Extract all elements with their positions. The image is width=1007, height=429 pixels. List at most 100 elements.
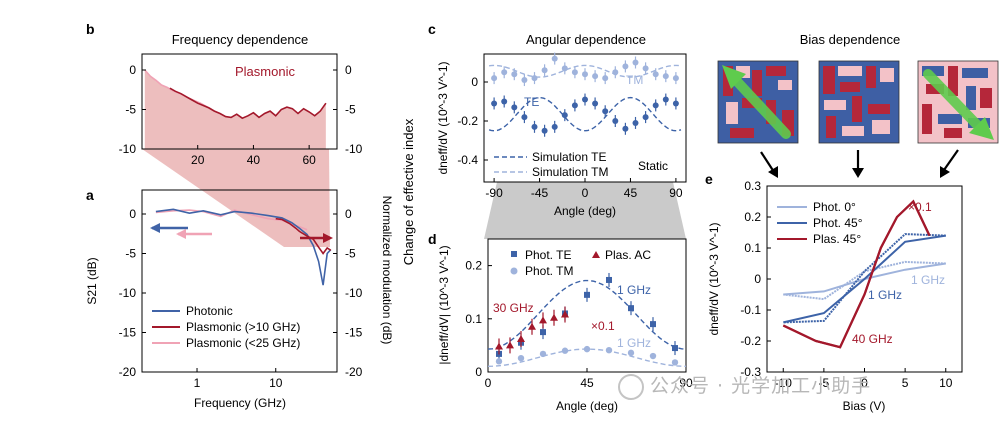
panel-e-ylabel: dneff/dV (10^-3 V^-1) [707,222,721,335]
panel-c-te-point-15 [642,114,649,121]
panel-b-yleft-ticklabel-0: 0 [129,63,136,77]
panel-d-tm-point-2 [539,350,547,358]
panel-c-xlabel: Angle (deg) [554,204,616,218]
panel-c-te-point-3 [521,114,528,121]
panel-b-series-plasmonic [169,87,327,120]
watermark-text: 公众号 · 光学加工小助手 [650,375,872,397]
legend-marker-phot-te [511,251,517,257]
legend-label-plas-ac: Plas. AC [605,248,651,262]
panel-e-y-ticklabel-1: 0.2 [744,210,761,224]
panel-d-ac-point-6 [561,310,569,318]
domain-image-left [717,60,799,144]
panel-e-title: Bias dependence [800,32,900,47]
legend-label-sim-tm: Simulation TM [532,165,608,179]
panel-c-te-point-11 [602,108,609,115]
panel-c-te-point-10 [592,100,599,107]
panel-b-x-ticklabel-0: 20 [191,153,205,167]
panel-e-x-ticklabel-2: 0 [861,376,868,390]
panel-c-tm-point-8 [571,69,578,76]
panel-d-xlabel: Angle (deg) [556,399,618,413]
panel-b-shade [144,70,326,149]
panel-d-annotation-1ghz-tm: 1 GHz [617,336,651,350]
panel-c-te-point-18 [672,100,679,107]
panel-c-tm-point-0 [491,75,498,82]
panel-a-yright-ticklabel-3: -15 [345,326,363,340]
panel-c-tm-point-17 [662,73,669,80]
watermark-logo-icon [618,373,644,400]
pointer-arrows [760,149,959,178]
panel-b-x-ticklabel-1: 40 [247,153,261,167]
panel-e-annotation-1ghz-45: 1 GHz [868,288,902,302]
panel-c-te-point-4 [531,123,538,130]
panel-a-yleft-ticklabel-4: -20 [119,365,137,379]
watermark: 公众号 · 光学加工小助手 [618,371,871,400]
panel-e-phot0-sweep-down [783,260,946,301]
panel-c-x-ticklabel-3: 45 [624,186,638,200]
legend-label-sim-te: Simulation TE [532,150,606,164]
panel-e-y-ticklabel-3: 0 [754,272,761,286]
panel-b-yright-ticklabel-2: -10 [345,142,363,156]
zoom-connector-b-a [142,149,330,247]
panel-c-tm-point-3 [521,77,528,84]
domain-image-middle [818,60,900,144]
panel-a-yright-ticklabel-4: -20 [345,365,363,379]
panel-b-title: Frequency dependence [172,32,309,47]
arrow-right-red-head [323,233,333,243]
panel-e-annotation-1ghz-0: 1 GHz [911,273,945,287]
panel-c-tm-point-7 [561,65,568,72]
panel-d-ac-point-1 [506,341,514,349]
panel-a-x-ticklabel-1: 10 [269,376,283,390]
panel-e-x-ticklabel-0: -10 [775,376,793,390]
panel-d-tm-point-0 [495,358,503,365]
legend-label-plas-45: Plas. 45° [813,232,861,246]
panel-c-tm-point-2 [511,71,518,78]
panel-c-tm-point-6 [551,55,558,62]
panel-c-x-ticklabel-0: -90 [485,186,503,200]
panel-e-legend: Phot. 0° Phot. 45° Plas. 45° [777,200,863,246]
arrow-left-pink-head [176,229,186,239]
panel-d-te-point-6 [628,305,634,312]
panel-a-ylabel: S21 (dB) [85,257,99,304]
panel-c-te-point-12 [612,118,619,124]
panel-c-ylabel: dneff/dV (10^-3 V^-1) [436,61,450,174]
legend-label-phot-0: Phot. 0° [813,200,856,214]
panel-d-te-point-4 [584,291,590,298]
panel-c-tm-point-10 [592,73,599,80]
panel-a-x-ticklabel-0: 1 [194,376,201,390]
panel-b-yleft-ticklabel-1: -5 [125,103,136,117]
panel-b-yright-ticklabel-1: -5 [345,103,356,117]
panel-d-x-ticklabel-0: 0 [485,376,492,390]
panel-a-right-ylabel: Normalized modulation (dB) [380,196,394,345]
panel-c-x-ticklabel-2: 0 [582,186,589,200]
panel-c-te-point-7 [561,112,568,119]
panel-c-tm-point-4 [531,75,538,82]
panel-d-tm-point-8 [671,359,679,366]
panel-c-sim-te [488,96,682,132]
legend-label-photonic: Photonic [186,304,233,318]
panel-d-tm-point-4 [583,345,591,353]
panel-d-y-ticklabel-2: 0.2 [465,259,482,273]
panel-d-annotation-x01: ×0.1 [591,319,615,333]
panel-c-label: c [428,21,436,37]
panel-e-x-ticklabel-4: 10 [939,376,953,390]
panel-b-annotation: Plasmonic [235,64,295,79]
panel-d-te-point-5 [606,276,612,283]
panel-c-y-ticklabel-1: -0.2 [457,114,478,128]
panel-c-te-point-6 [551,123,558,130]
panel-c-y-ticklabel-0: 0 [471,75,478,89]
legend-marker-phot-tm [510,267,518,275]
panel-c-te-point-8 [571,102,578,109]
panel-c-label-static: Static [638,159,668,173]
panel-e-annotation-x01: ×0.1 [908,200,932,214]
panel-e-y-ticklabel-5: -0.2 [740,334,761,348]
panel-c-sim-tm [489,64,682,78]
legend-label-phot-te: Phot. TE [525,248,571,262]
panel-b-label: b [86,21,95,37]
panel-a-series-photonic [155,208,332,286]
panel-c-y-ticklabel-2: -0.4 [457,153,478,167]
legend-label-phot-tm: Phot. TM [525,264,573,278]
panel-a-label: a [86,187,94,203]
panel-a-yleft-ticklabel-3: -15 [119,326,137,340]
panel-b-x-ticklabel-2: 60 [302,153,316,167]
panel-b-frame [141,53,338,150]
